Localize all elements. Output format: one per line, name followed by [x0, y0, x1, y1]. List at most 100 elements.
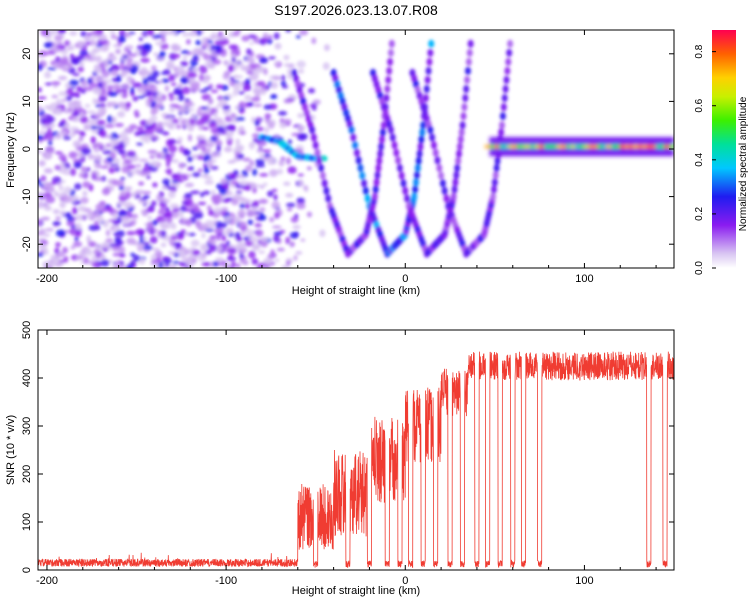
- noise-blob: [118, 265, 127, 268]
- noise-blob: [232, 30, 241, 37]
- noise-blob: [299, 30, 309, 36]
- noise-blob: [234, 151, 242, 156]
- noise-blob: [150, 259, 158, 264]
- noise-blob: [123, 158, 133, 165]
- noise-blob: [80, 80, 88, 88]
- noise-blob: [152, 228, 158, 232]
- noise-blob: [52, 208, 60, 215]
- noise-blob: [143, 194, 150, 199]
- colorbar-tick-label: 0.6: [694, 98, 705, 112]
- noise-blob: [102, 145, 108, 151]
- noise-blob: [43, 192, 52, 198]
- snr-ytick-label: 300: [21, 417, 33, 435]
- noise-blob: [155, 57, 166, 61]
- noise-blob: [84, 86, 94, 92]
- spectrogram-xlabel: Height of straight line (km): [292, 285, 420, 297]
- noise-blob: [58, 185, 64, 192]
- spec-ytick-label: -10: [21, 189, 33, 205]
- noise-blob: [94, 142, 103, 148]
- noise-blob: [214, 257, 225, 263]
- noise-blob: [100, 46, 109, 52]
- noise-blob: [142, 191, 152, 195]
- snr-axes: -200 -100 0 100 0 100 200 300 400 500: [21, 321, 674, 587]
- noise-blob: [220, 177, 228, 185]
- noise-blob: [78, 152, 84, 159]
- noise-blob: [50, 102, 61, 107]
- noise-blob: [184, 232, 190, 236]
- noise-blob: [66, 220, 76, 227]
- noise-blob: [239, 258, 245, 264]
- noise-blob: [59, 57, 69, 66]
- noise-blob: [177, 136, 183, 141]
- noise-blob: [238, 101, 246, 109]
- noise-blob: [79, 130, 86, 138]
- noise-blob: [84, 103, 91, 108]
- noise-blob: [236, 242, 247, 250]
- noise-blob: [170, 82, 177, 86]
- noise-blob: [61, 130, 67, 135]
- noise-blob: [247, 102, 254, 107]
- noise-blob: [145, 208, 155, 213]
- noise-blob: [258, 198, 269, 204]
- curve-blob: [378, 135, 385, 144]
- noise-blob: [139, 130, 147, 136]
- noise-blob: [216, 144, 222, 152]
- noise-blob: [234, 216, 241, 224]
- curve-blob: [371, 192, 378, 201]
- noise-blob: [68, 79, 79, 86]
- noise-blob: [96, 215, 104, 223]
- noise-blob: [181, 257, 192, 262]
- noise-blob: [210, 189, 216, 196]
- noise-blob: [260, 88, 267, 96]
- noise-blob: [73, 101, 82, 109]
- noise-blob: [119, 195, 126, 203]
- noise-blob: [166, 160, 171, 168]
- noise-blob: [164, 153, 172, 157]
- curve-blob: [458, 128, 465, 137]
- curve-blob: [492, 171, 499, 180]
- noise-blob: [110, 225, 116, 232]
- noise-blob: [153, 52, 159, 57]
- noise-blob: [222, 108, 232, 114]
- noise-blob: [236, 236, 243, 242]
- noise-blob: [140, 32, 149, 36]
- noise-blob: [86, 110, 97, 114]
- curve-blob: [398, 171, 405, 180]
- curve-blob: [456, 142, 463, 151]
- noise-blob: [281, 85, 289, 89]
- noise-blob: [180, 60, 189, 67]
- noise-blob: [38, 131, 46, 135]
- spectrogram-ylabel: Frequency (Hz): [5, 112, 17, 188]
- noise-blob: [44, 82, 53, 86]
- noise-blob: [104, 123, 115, 129]
- noise-blob: [197, 141, 208, 145]
- curve-blob: [457, 135, 464, 144]
- curve-blob: [430, 141, 437, 150]
- noise-blob: [231, 198, 239, 206]
- noise-blob: [200, 223, 210, 231]
- noise-blob: [90, 125, 97, 130]
- curve-blob: [380, 121, 387, 130]
- noise-blob: [319, 229, 326, 238]
- noise-blob: [115, 229, 125, 238]
- noise-blob: [248, 141, 255, 150]
- noise-blob: [198, 135, 207, 140]
- curve-blob: [426, 57, 433, 66]
- noise-blob: [76, 85, 83, 93]
- curve-blob: [321, 179, 328, 188]
- noise-blob: [93, 46, 102, 53]
- noise-blob: [63, 170, 71, 176]
- noise-blob: [187, 124, 195, 132]
- noise-blob: [167, 116, 173, 122]
- noise-blob: [239, 203, 246, 209]
- noise-blob: [296, 125, 306, 131]
- snr-frame: [37, 329, 675, 571]
- noise-blob: [311, 37, 317, 45]
- curve-blob: [415, 156, 422, 165]
- noise-blob: [209, 135, 218, 142]
- noise-blob: [255, 229, 264, 237]
- snr-ylabel: SNR (10 * v/v): [5, 415, 17, 485]
- noise-blob: [139, 135, 148, 142]
- noise-blob: [60, 48, 69, 55]
- noise-blob: [135, 114, 140, 118]
